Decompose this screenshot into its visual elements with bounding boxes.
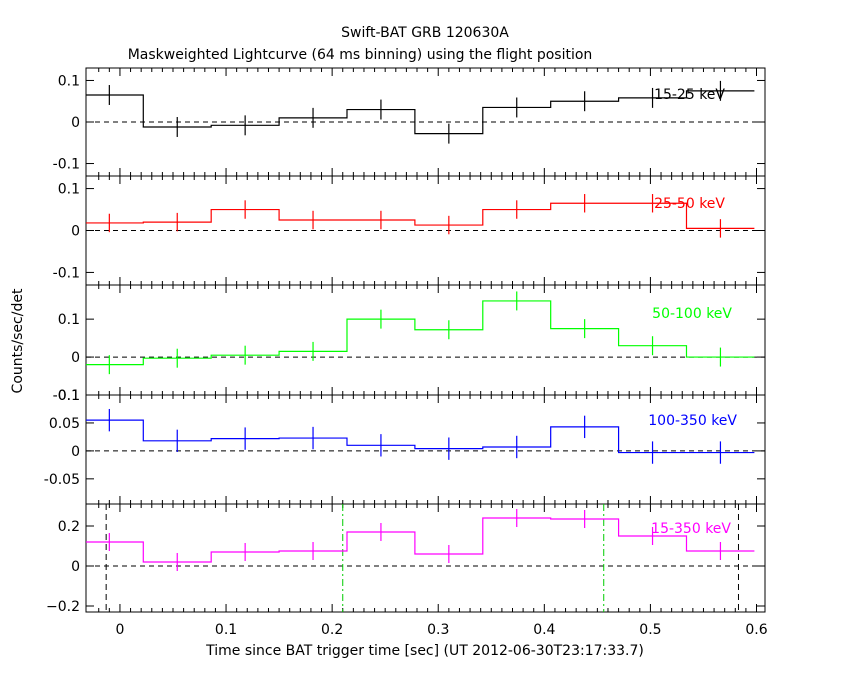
lightcurve-step (86, 202, 755, 230)
band-label: 100-350 keV (648, 413, 737, 429)
lightcurve-step (86, 300, 755, 366)
panel-1: -0.1 0 0.1 15-25 keV (53, 67, 766, 177)
y-tick-label: 0 (71, 444, 80, 460)
y-tick-label: 0.1 (58, 388, 80, 404)
panel-frame (85, 394, 766, 505)
lightcurve-step (86, 90, 755, 135)
band-label: 50-100 keV (652, 306, 732, 322)
y-tick-label: −0.2 (46, 599, 80, 615)
y-tick-label: 0.1 (58, 182, 80, 198)
panel-3: -0.1 0 0.1 50-100 keV (53, 284, 766, 404)
y-tick-label: -0.05 (44, 472, 80, 488)
y-tick-label: -0.1 (53, 157, 80, 173)
x-tick-label: 0.5 (639, 622, 661, 638)
panel-5: −0.2 0 0.2 15-350 keV 0 0.1 0.2 0.3 0.4 0.5 0.6 (46, 503, 768, 638)
y-tick-label: 0 (71, 224, 80, 240)
y-tick-label: 0.1 (58, 73, 80, 89)
x-tick-label: 0.1 (215, 622, 237, 638)
y-tick-label: 0.1 (58, 312, 80, 328)
y-tick-label: -0.1 (53, 265, 80, 281)
y-tick-label: 0.05 (49, 416, 80, 432)
band-label: 15-350 keV (651, 521, 731, 537)
x-tick-label: 0 (115, 622, 124, 638)
y-tick-label: 0 (71, 350, 80, 366)
panel-frame (85, 284, 766, 396)
panel-2: -0.1 0 0.1 25-50 keV (53, 175, 766, 286)
band-label: 15-25 keV (654, 87, 725, 103)
chart-subtitle: Maskweighted Lightcurve (64 ms binning) … (128, 47, 593, 63)
lightcurve-step (86, 419, 755, 454)
x-tick-label: 0.4 (533, 622, 555, 638)
panels-group: -0.1 0 0.1 15-25 keV -0.1 0 0.1 25-50 keV -0.1 0 0… (44, 67, 768, 638)
panel-4: -0.05 0 0.05 0.1 100-350 keV (44, 388, 766, 505)
x-tick-label: 0.3 (427, 622, 449, 638)
y-tick-label: 0.2 (58, 519, 80, 535)
y-axis-label: Counts/sec/det (10, 288, 26, 393)
x-tick-label: 0.2 (321, 622, 343, 638)
x-axis-label: Time since BAT trigger time [sec] (UT 20… (205, 643, 644, 659)
y-tick-label: 0 (71, 115, 80, 131)
y-tick-label: 0 (71, 559, 80, 575)
y-tick-label: -0.1 (53, 388, 80, 404)
lightcurve-step (86, 517, 755, 563)
band-label: 25-50 keV (654, 196, 725, 212)
x-tick-label: 0.6 (745, 622, 767, 638)
chart-title: Swift-BAT GRB 120630A (341, 25, 509, 41)
panel-frame (85, 503, 766, 613)
